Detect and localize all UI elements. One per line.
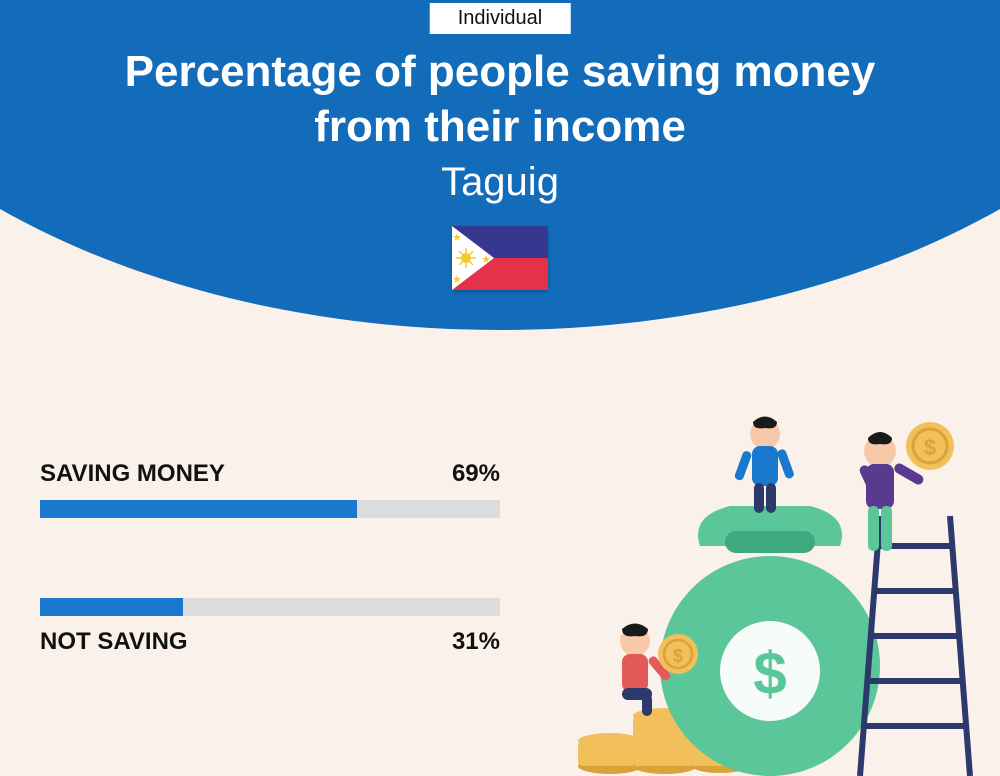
- svg-text:$: $: [753, 640, 786, 707]
- bar-track: [40, 598, 500, 616]
- location-subtitle: Taguig: [0, 160, 1000, 205]
- title-line-2: from their income: [0, 99, 1000, 154]
- svg-text:$: $: [673, 646, 683, 666]
- bar-not-saving: NOT SAVING 31%: [40, 598, 500, 656]
- bar-fill: [40, 500, 357, 518]
- bar-chart: SAVING MONEY 69% NOT SAVING 31%: [40, 460, 500, 736]
- svg-text:$: $: [924, 435, 936, 460]
- infographic-canvas: Individual Percentage of people saving m…: [0, 0, 1000, 776]
- bar-saving: SAVING MONEY 69%: [40, 460, 500, 518]
- philippines-flag-icon: [452, 226, 548, 290]
- bar-fill: [40, 598, 183, 616]
- bar-label: NOT SAVING: [40, 628, 188, 656]
- bar-label: SAVING MONEY: [40, 460, 225, 488]
- title-block: Percentage of people saving money from t…: [0, 44, 1000, 205]
- bar-value: 31%: [452, 628, 500, 656]
- title-line-1: Percentage of people saving money: [0, 44, 1000, 99]
- bar-value: 69%: [452, 460, 500, 488]
- savings-illustration: $ $: [560, 416, 980, 776]
- bar-track: [40, 500, 500, 518]
- category-badge: Individual: [430, 3, 571, 34]
